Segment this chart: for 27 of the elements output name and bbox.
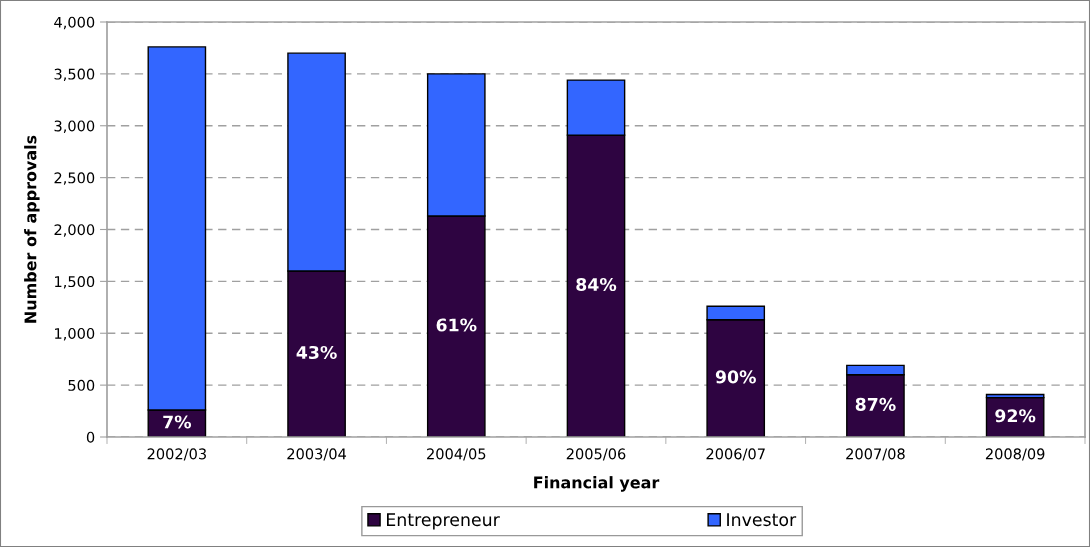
y-axis-title: Number of approvals [24, 135, 40, 323]
y-tick-label: 0 [86, 431, 95, 443]
legend-label: Investor [727, 513, 797, 527]
annotation: 90% [715, 370, 756, 384]
x-tick-label: 2004/05 [427, 448, 486, 461]
y-tick-label: 2,000 [54, 224, 95, 237]
x-tick-label: 2006/07 [706, 448, 765, 461]
annotation: 84% [576, 277, 617, 292]
y-tick-label: 2,500 [54, 172, 95, 185]
y-tick-label: 1,500 [55, 276, 95, 289]
y-tick-label: 1,000 [55, 327, 95, 341]
annotation: 7% [163, 415, 192, 429]
y-tick-label: 3,500 [54, 68, 95, 82]
y-tick-label: 500 [68, 379, 95, 391]
annotation: 43% [296, 345, 337, 360]
x-tick-label: 2003/04 [287, 448, 347, 461]
annotation: 87% [855, 397, 896, 411]
x-tick-label: 2008/09 [985, 448, 1045, 461]
annotation: 92% [995, 409, 1036, 423]
x-tick-label: 2002/03 [147, 448, 206, 461]
x-tick-label: 2007/08 [846, 448, 905, 461]
y-tick-label: 4,000 [54, 16, 95, 30]
x-axis-title: Financial year [534, 476, 660, 492]
annotation: 61% [436, 318, 477, 332]
y-tick-label: 3,000 [54, 120, 95, 133]
x-tick-label: 2005/06 [566, 448, 626, 461]
legend-label: Entrepreneur [387, 513, 500, 530]
